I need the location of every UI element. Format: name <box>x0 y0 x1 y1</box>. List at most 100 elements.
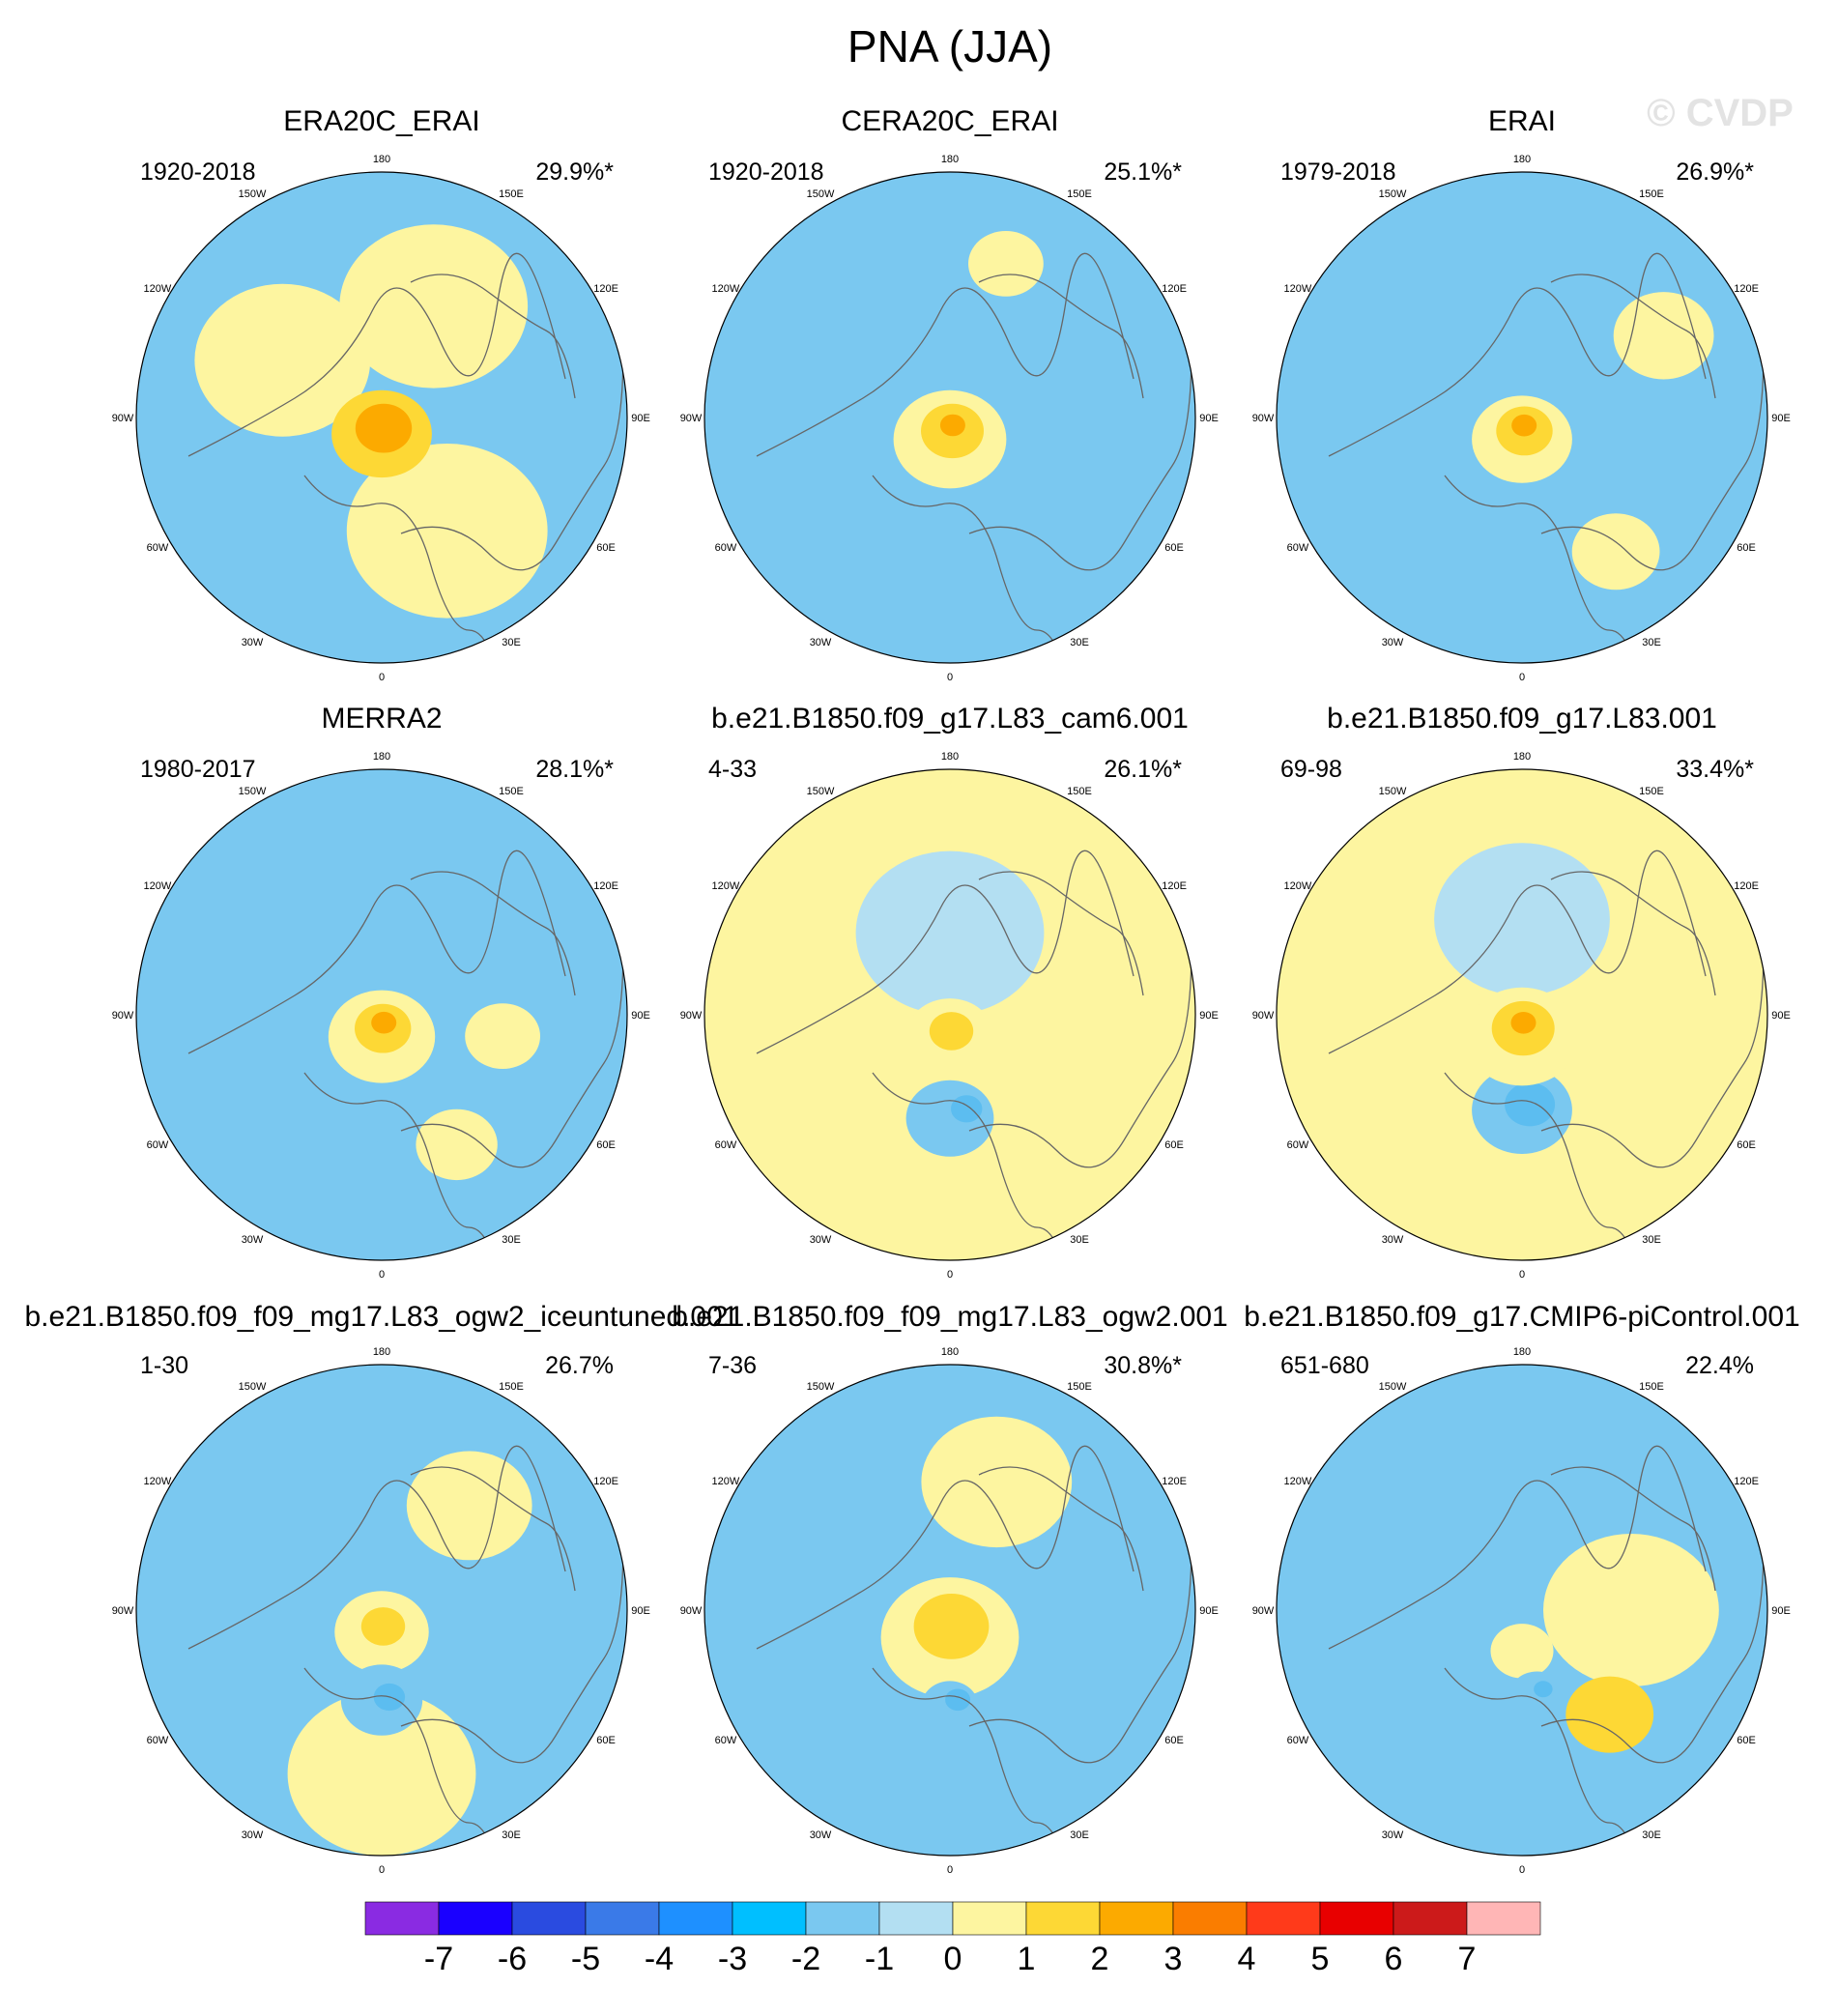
longitude-label: 90W <box>1252 1605 1275 1617</box>
longitude-label: 120E <box>1162 880 1187 892</box>
panel-title: MERRA2 <box>321 703 442 734</box>
longitude-label: 30E <box>1070 1234 1089 1246</box>
map-panel: 180 150E 120E 90E 60E 30E 0 30W 60W 90W 120W 150W b.… <box>25 1301 739 1876</box>
panel-title: CERA20C_ERAI <box>841 105 1058 137</box>
anomaly-contour <box>1543 1534 1719 1686</box>
panel-title: ERA20C_ERAI <box>283 105 479 137</box>
colorbar-tick: -3 <box>718 1941 747 1977</box>
longitude-label: 90W <box>1252 1010 1275 1022</box>
longitude-label: 120W <box>144 283 172 295</box>
longitude-label: 60E <box>596 542 616 554</box>
map-border <box>135 171 628 664</box>
longitude-label: 30E <box>1642 1829 1661 1841</box>
coastlines <box>1328 1445 1765 1856</box>
longitude-label: 0 <box>1519 1864 1525 1876</box>
coastline <box>968 349 1192 571</box>
longitude-label: 30W <box>242 1829 264 1841</box>
coastline <box>1550 274 1716 399</box>
longitude-label: 0 <box>379 672 385 683</box>
longitude-label: 60E <box>1737 1139 1756 1151</box>
coastline <box>756 1445 1134 1650</box>
coastline <box>968 946 1192 1168</box>
longitude-label: 30E <box>502 1234 521 1246</box>
anomaly-contour <box>465 1003 540 1069</box>
coastline <box>756 252 1134 457</box>
longitude-label: 120W <box>144 880 172 892</box>
colorbar-tick: 0 <box>944 1941 962 1977</box>
map-border <box>135 1364 628 1857</box>
longitude-label: 30E <box>502 637 521 648</box>
coastline <box>968 1541 1192 1764</box>
map-border <box>704 1364 1196 1857</box>
coastline <box>1550 871 1716 996</box>
panel-years: 7-36 <box>708 1352 757 1379</box>
colorbar-tick: -6 <box>498 1941 527 1977</box>
coastline <box>187 252 566 457</box>
anomaly-contour <box>1613 292 1714 380</box>
colorbar: -7 -6 -5 -4 -3 -2 -1 0 1 2 3 4 5 6 7 <box>364 1901 1541 1977</box>
anomaly-contour <box>921 1416 1073 1548</box>
coastline <box>1540 1541 1765 1764</box>
coastline <box>978 871 1144 996</box>
coastline <box>400 1541 624 1764</box>
anomaly-contour <box>1496 1581 1535 1615</box>
anomaly-contour <box>194 283 371 437</box>
colorbar-tick: -7 <box>424 1941 453 1977</box>
coastline <box>1540 946 1765 1168</box>
longitude-label: 120W <box>712 880 740 892</box>
longitude-label: 60E <box>1164 1139 1184 1151</box>
longitude-label: 60W <box>715 542 737 554</box>
panel-title: b.e21.B1850.f09_g17.L83.001 <box>1327 703 1717 734</box>
anomaly-contour <box>929 1012 974 1051</box>
colorbar-tick: -5 <box>571 1941 600 1977</box>
longitude-label: 150W <box>1379 786 1407 797</box>
anomaly-contour <box>416 1109 498 1181</box>
panel-percent: 30.8%* <box>1104 1352 1182 1379</box>
coastline <box>187 1445 566 1650</box>
longitude-label: 150E <box>1067 1381 1092 1393</box>
colorbar-tick: 4 <box>1238 1941 1256 1977</box>
panel-percent: 33.4%* <box>1676 756 1754 783</box>
longitude-label: 90E <box>631 413 650 424</box>
colorbar-tick: -1 <box>865 1941 894 1977</box>
coastline <box>410 274 576 399</box>
longitude-label: 150W <box>807 1381 835 1393</box>
longitude-label: 90E <box>1771 1010 1791 1022</box>
panel-percent: 28.1%* <box>535 756 614 783</box>
longitude-label: 90E <box>1199 413 1219 424</box>
anomaly-contour <box>1434 843 1610 996</box>
longitude-label: 120E <box>1734 283 1759 295</box>
longitude-label: 0 <box>379 1864 385 1876</box>
map-panel: 180 150E 120E 90E 60E 30E 0 30W 60W 90W 120W 150W b.… <box>1244 1301 1799 1876</box>
colorbar-swatch <box>1025 1901 1101 1936</box>
coastline <box>1328 850 1707 1054</box>
coastline <box>303 475 499 663</box>
colorbar-swatch <box>364 1901 440 1936</box>
panel-title: b.e21.B1850.f09_f09_mg17.L83_ogw2_iceunt… <box>25 1301 739 1333</box>
colorbar-swatch <box>1172 1901 1248 1936</box>
longitude-label: 120E <box>593 1476 618 1487</box>
coastline <box>872 1667 1067 1856</box>
anomaly-contour <box>855 850 1045 1015</box>
map-border <box>1276 171 1768 664</box>
anomaly-contour <box>913 1594 990 1659</box>
map-border <box>1276 1364 1768 1857</box>
anomaly-contour <box>1571 513 1660 590</box>
panel-percent: 26.9%* <box>1676 158 1754 186</box>
coastline <box>400 946 624 1168</box>
coastline <box>1444 1072 1639 1260</box>
longitude-label: 30E <box>1642 1234 1661 1246</box>
longitude-label: 150E <box>499 188 524 200</box>
anomaly-contour <box>346 444 548 619</box>
map-panel: 180 150E 120E 90E 60E 30E 0 30W 60W 90W 120W 150W ER… <box>112 105 650 683</box>
anomaly-contour <box>360 1607 406 1646</box>
panel-years: 651-680 <box>1280 1352 1369 1379</box>
coastline <box>756 850 1134 1054</box>
longitude-label: 30W <box>1382 1234 1404 1246</box>
longitude-label: 150W <box>807 786 835 797</box>
longitude-label: 90E <box>1199 1010 1219 1022</box>
longitude-label: 60E <box>1164 542 1184 554</box>
colorbar-swatch <box>878 1901 954 1936</box>
longitude-label: 60E <box>596 1735 616 1746</box>
map-border <box>135 768 628 1261</box>
